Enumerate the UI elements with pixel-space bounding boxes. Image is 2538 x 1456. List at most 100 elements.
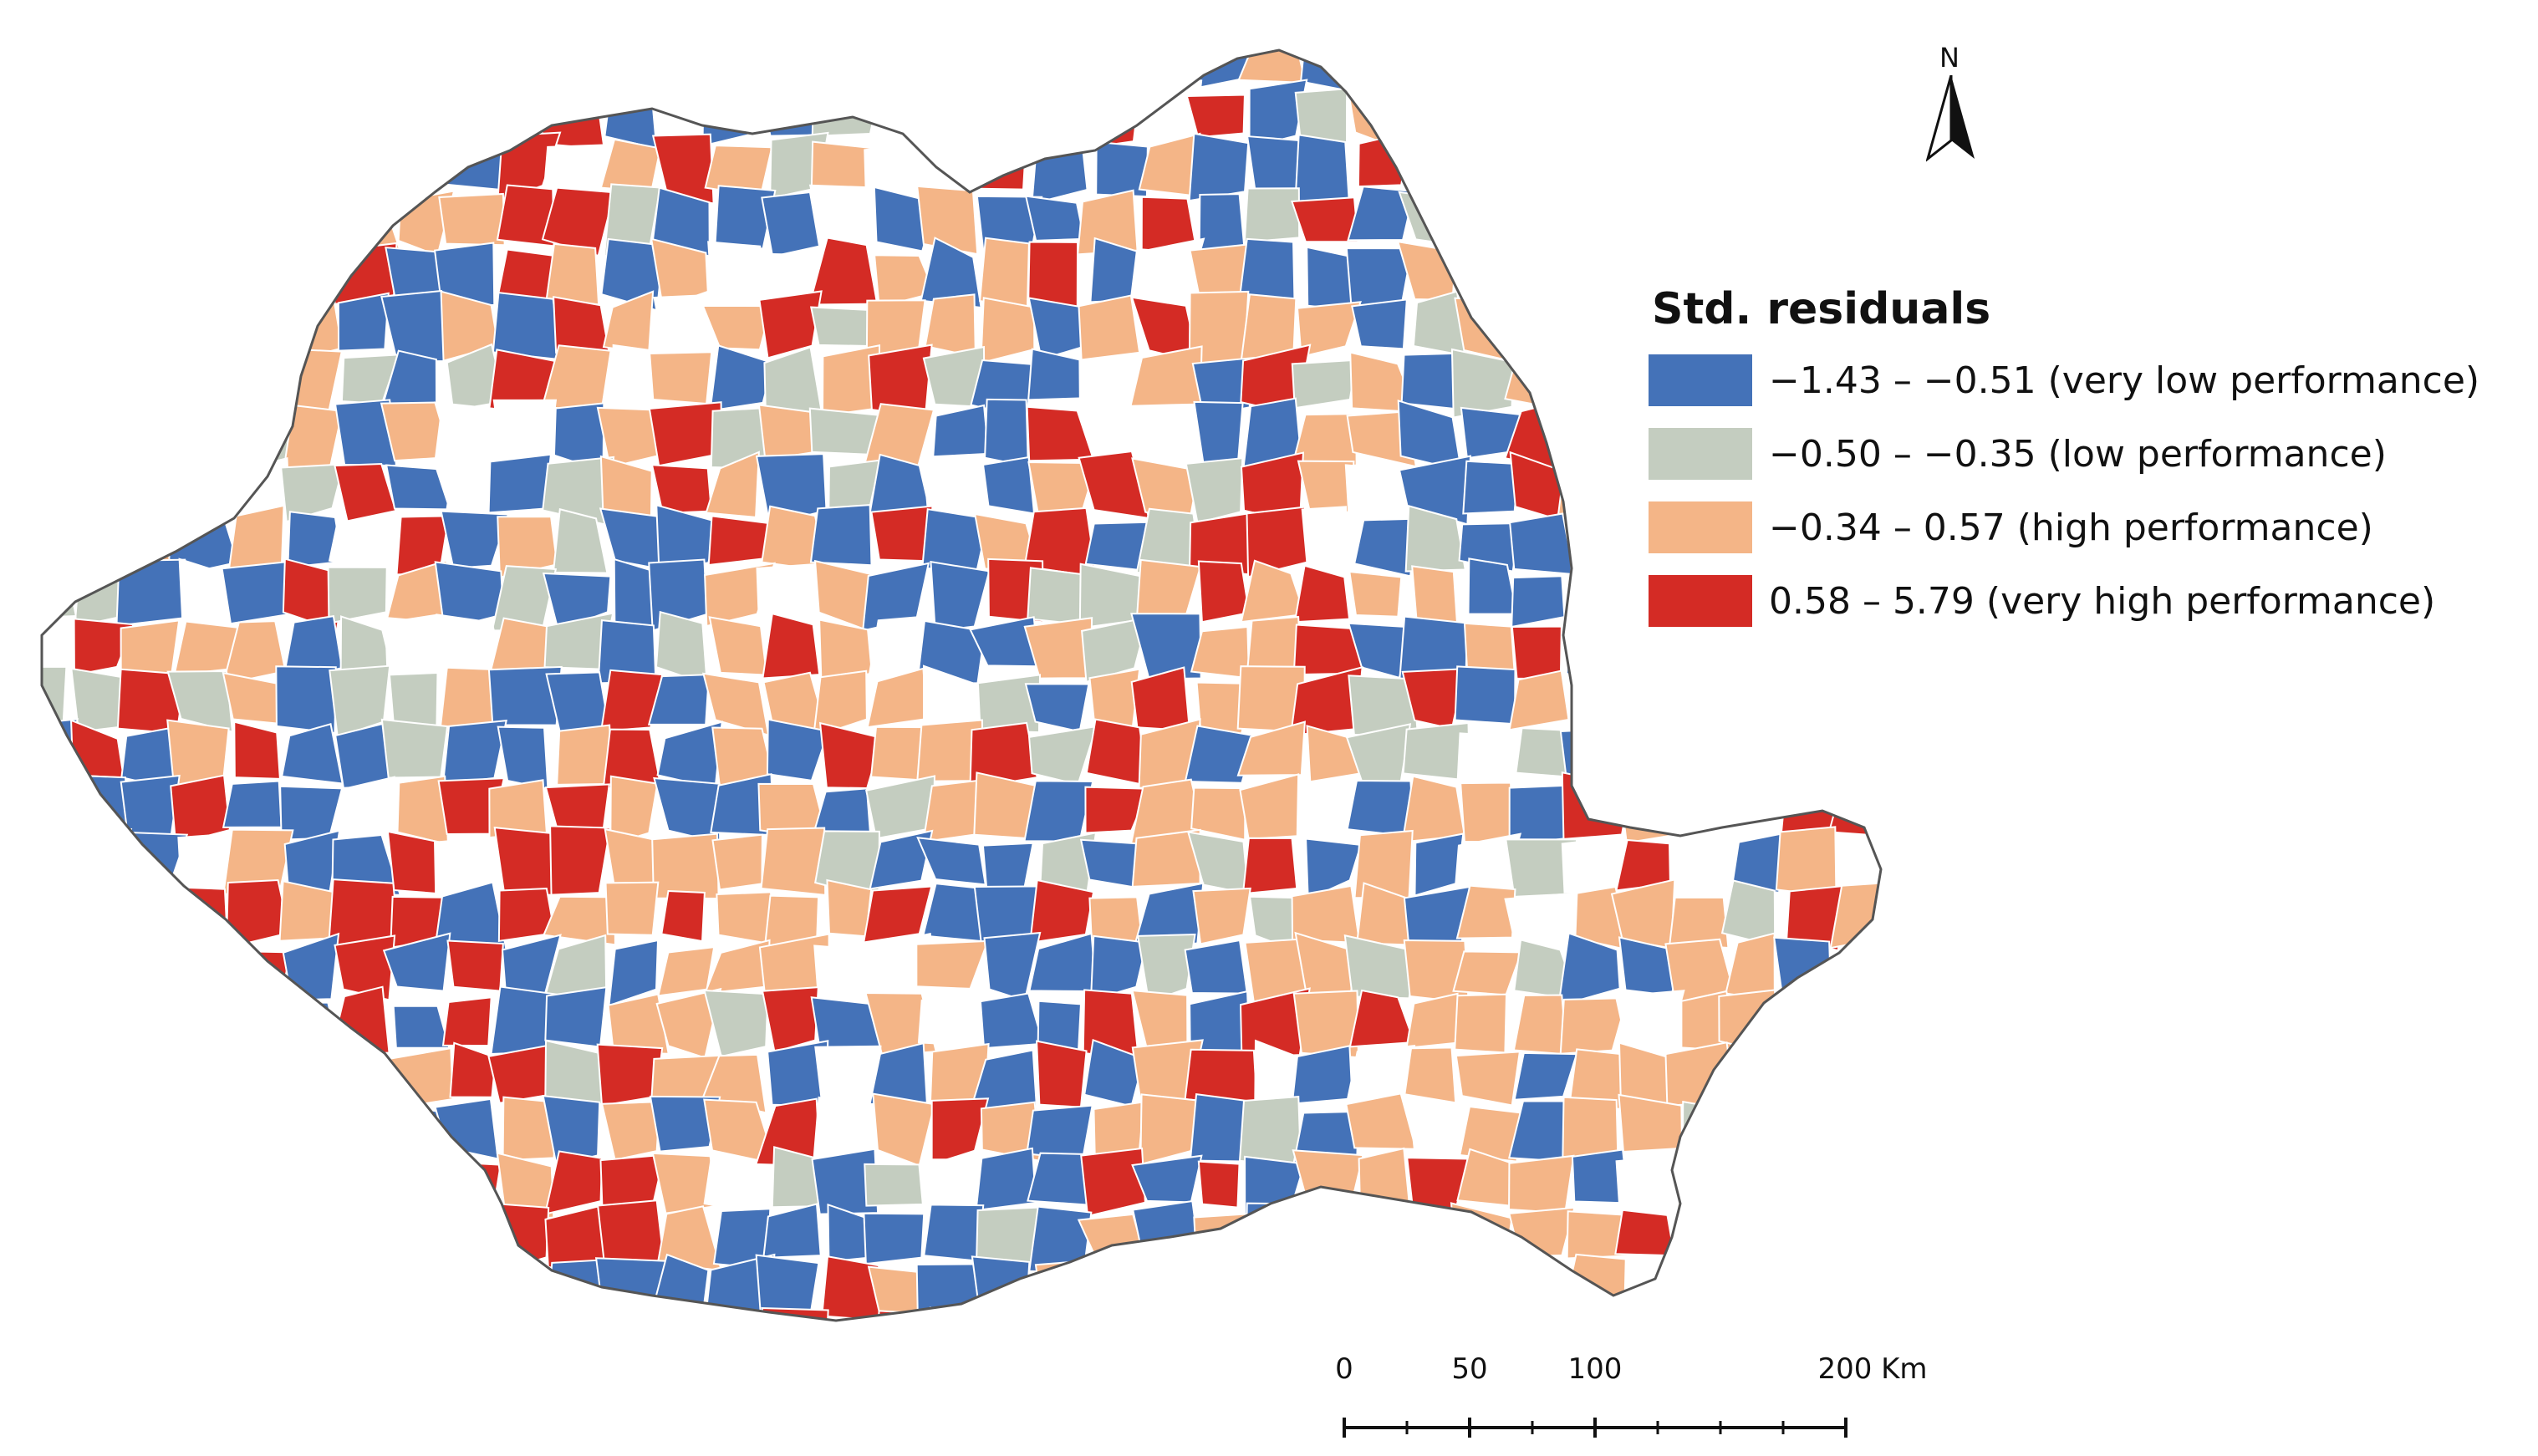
- territorial-unit: [1669, 896, 1730, 949]
- territorial-unit: [821, 1255, 882, 1321]
- territorial-unit: [176, 1106, 239, 1157]
- territorial-unit: [62, 463, 133, 508]
- territorial-unit: [984, 398, 1029, 468]
- territorial-unit: [1347, 1207, 1416, 1260]
- territorial-unit: [1512, 306, 1572, 356]
- territorial-unit: [1291, 359, 1358, 410]
- territorial-unit: [1089, 934, 1148, 1002]
- territorial-unit: [1781, 50, 1839, 89]
- territorial-unit: [542, 50, 610, 91]
- territorial-unit: [1082, 50, 1147, 98]
- legend-label-very-low: −1.43 – −0.51 (very low performance): [1769, 359, 2480, 402]
- territorial-unit: [64, 345, 126, 410]
- territorial-unit: [1239, 773, 1300, 840]
- territorial-unit: [1452, 950, 1523, 996]
- territorial-unit: [599, 507, 665, 571]
- territorial-unit: [392, 1005, 451, 1049]
- territorial-unit: [760, 827, 827, 897]
- territorial-unit: [1721, 50, 1784, 92]
- territorial-unit: [42, 933, 74, 1005]
- territorial-unit: [917, 995, 990, 1047]
- territorial-unit: [440, 510, 510, 569]
- territorial-unit: [174, 886, 228, 935]
- territorial-unit: [1511, 575, 1566, 629]
- territorial-unit: [872, 1092, 936, 1167]
- territorial-unit: [487, 665, 563, 726]
- territorial-unit: [1398, 191, 1462, 247]
- legend-label-very-high: 0.58 – 5.79 (very high performance): [1769, 579, 2436, 623]
- territorial-unit: [389, 1204, 454, 1272]
- territorial-unit: [123, 991, 173, 1058]
- territorial-unit: [1880, 783, 1881, 842]
- territorial-unit: [1130, 666, 1191, 732]
- territorial-unit: [59, 237, 121, 306]
- territorial-unit: [1404, 1046, 1457, 1104]
- territorial-unit: [433, 242, 496, 307]
- territorial-unit: [224, 1098, 288, 1160]
- territorial-unit: [1664, 1259, 1734, 1321]
- territorial-unit: [1827, 1149, 1881, 1219]
- territorial-unit: [1887, 1272, 1950, 1311]
- territorial-unit: [1565, 79, 1633, 145]
- territorial-unit: [597, 1199, 665, 1268]
- territorial-unit: [545, 242, 600, 306]
- territorial-unit: [546, 1308, 605, 1321]
- territorial-unit: [166, 670, 234, 733]
- territorial-unit: [328, 1043, 392, 1112]
- territorial-unit: [666, 50, 711, 86]
- territorial-unit: [1775, 1052, 1839, 1113]
- territorial-unit: [1132, 882, 1205, 951]
- territorial-unit: [1721, 1209, 1791, 1260]
- territorial-unit: [120, 50, 184, 89]
- territorial-unit: [387, 50, 452, 87]
- scale-label-50: 50: [1451, 1352, 1488, 1386]
- territorial-unit: [924, 50, 986, 89]
- territorial-unit: [42, 835, 81, 898]
- territorial-unit: [1826, 943, 1881, 996]
- territorial-unit: [1347, 186, 1415, 242]
- territorial-unit: [1132, 237, 1205, 298]
- territorial-unit: [1349, 50, 1409, 92]
- territorial-unit: [1192, 887, 1251, 945]
- territorial-unit: [703, 1156, 774, 1218]
- territorial-unit: [1565, 672, 1631, 739]
- territorial-unit: [438, 1214, 506, 1263]
- territorial-unit: [1729, 1042, 1780, 1111]
- territorial-unit: [1346, 79, 1415, 151]
- legend-item-very-low: −1.43 – −0.51 (very low performance): [1649, 353, 2518, 408]
- territorial-unit: [327, 50, 399, 91]
- territorial-unit: [115, 451, 181, 515]
- territorial-unit: [1557, 932, 1621, 1007]
- territorial-unit: [810, 306, 876, 348]
- territorial-unit: [1401, 83, 1455, 150]
- scale-label-100: 100: [1567, 1352, 1623, 1386]
- territorial-unit: [1562, 1096, 1619, 1158]
- territorial-unit: [282, 187, 346, 247]
- territorial-unit: [865, 775, 936, 840]
- territorial-unit: [1618, 93, 1683, 149]
- territorial-unit: [1835, 668, 1881, 737]
- territorial-unit: [660, 889, 706, 943]
- territorial-unit: [543, 895, 616, 946]
- territorial-unit: [69, 882, 125, 954]
- territorial-unit: [1294, 134, 1350, 205]
- territorial-unit: [1771, 1212, 1835, 1272]
- territorial-unit: [1243, 187, 1301, 243]
- territorial-unit: [42, 184, 72, 249]
- territorial-unit: [42, 81, 72, 142]
- territorial-unit: [1721, 190, 1787, 257]
- territorial-unit: [1190, 787, 1246, 841]
- territorial-unit: [335, 1209, 387, 1275]
- territorial-unit: [236, 1308, 291, 1321]
- territorial-unit: [980, 297, 1036, 364]
- territorial-unit: [233, 720, 281, 780]
- territorial-unit: [287, 1092, 346, 1168]
- territorial-unit: [1560, 240, 1622, 298]
- territorial-unit: [1460, 781, 1514, 843]
- territorial-unit: [1613, 666, 1684, 727]
- territorial-unit: [1080, 1147, 1146, 1218]
- territorial-unit: [487, 453, 553, 514]
- territorial-unit: [874, 1310, 927, 1321]
- territorial-unit: [977, 1319, 1043, 1321]
- territorial-unit: [113, 1044, 184, 1110]
